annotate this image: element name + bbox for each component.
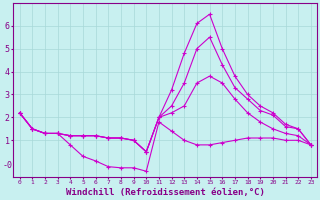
X-axis label: Windchill (Refroidissement éolien,°C): Windchill (Refroidissement éolien,°C) — [66, 188, 265, 197]
Text: -0: -0 — [3, 161, 13, 170]
